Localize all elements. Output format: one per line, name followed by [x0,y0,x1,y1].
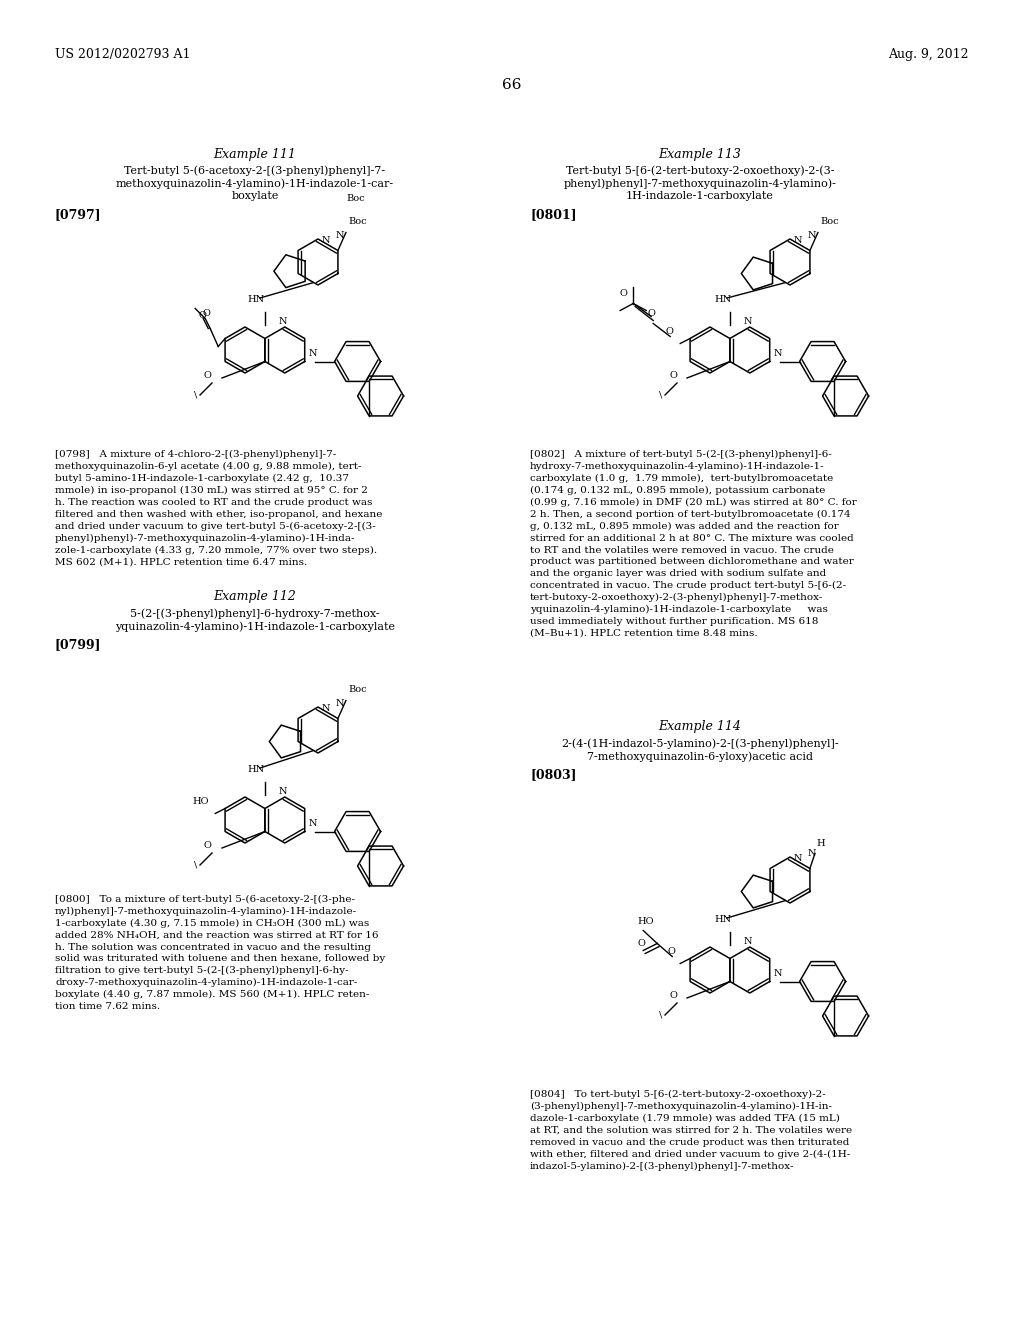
Text: Aug. 9, 2012: Aug. 9, 2012 [889,48,969,61]
Text: N: N [743,937,752,946]
Text: O: O [620,289,627,298]
Text: Tert-butyl 5-[6-(2-tert-butoxy-2-oxoethoxy)-2-(3-: Tert-butyl 5-[6-(2-tert-butoxy-2-oxoetho… [565,165,835,176]
Text: US 2012/0202793 A1: US 2012/0202793 A1 [55,48,190,61]
Text: N: N [773,969,782,978]
Text: O: O [204,841,212,850]
Text: N: N [808,231,816,240]
Text: Example 113: Example 113 [658,148,741,161]
Text: [0798]   A mixture of 4-chloro-2-[(3-phenyl)phenyl]-7-
methoxyquinazolin-6-yl ac: [0798] A mixture of 4-chloro-2-[(3-pheny… [55,450,382,566]
Text: O: O [202,309,210,318]
Text: N: N [794,854,802,863]
Text: HN: HN [247,294,264,304]
Text: N: N [794,236,802,246]
Text: N: N [308,818,316,828]
Text: 2-(4-(1H-indazol-5-ylamino)-2-[(3-phenyl)phenyl]-: 2-(4-(1H-indazol-5-ylamino)-2-[(3-phenyl… [561,738,839,748]
Text: \: \ [194,391,198,400]
Text: [0797]: [0797] [55,209,101,220]
Text: O: O [199,312,206,321]
Text: HO: HO [193,796,209,805]
Text: N: N [279,317,287,326]
Text: boxylate: boxylate [231,191,279,201]
Text: O: O [669,991,677,1001]
Text: N: N [322,704,331,713]
Text: Example 111: Example 111 [214,148,296,161]
Text: Tert-butyl 5-(6-acetoxy-2-[(3-phenyl)phenyl]-7-: Tert-butyl 5-(6-acetoxy-2-[(3-phenyl)phe… [125,165,386,176]
Text: Boc: Boc [820,218,839,227]
Text: [0800]   To a mixture of tert-butyl 5-(6-acetoxy-2-[(3-phe-
nyl)phenyl]-7-methox: [0800] To a mixture of tert-butyl 5-(6-a… [55,895,385,1011]
Text: [0803]: [0803] [530,768,577,781]
Text: O: O [669,371,677,380]
Text: phenyl)phenyl]-7-methoxyquinazolin-4-ylamino)-: phenyl)phenyl]-7-methoxyquinazolin-4-yla… [563,178,837,189]
Text: [0804]   To tert-butyl 5-[6-(2-tert-butoxy-2-oxoethoxy)-2-
(3-phenyl)phenyl]-7-m: [0804] To tert-butyl 5-[6-(2-tert-butoxy… [530,1090,852,1171]
Text: Example 112: Example 112 [214,590,296,603]
Text: HO: HO [637,916,653,925]
Text: Boc: Boc [346,194,365,203]
Text: N: N [743,317,752,326]
Text: [0799]: [0799] [55,638,101,651]
Text: O: O [204,371,212,380]
Text: yquinazolin-4-ylamino)-1H-indazole-1-carboxylate: yquinazolin-4-ylamino)-1H-indazole-1-car… [115,620,395,631]
Text: [0801]: [0801] [530,209,577,220]
Text: 1H-indazole-1-carboxylate: 1H-indazole-1-carboxylate [626,191,774,201]
Text: 66: 66 [502,78,522,92]
Text: HN: HN [247,766,264,774]
Text: \: \ [659,391,663,400]
Text: N: N [322,236,331,246]
Text: N: N [808,850,816,858]
Text: [0802]   A mixture of tert-butyl 5-(2-[(3-phenyl)phenyl]-6-
hydroxy-7-methoxyqui: [0802] A mixture of tert-butyl 5-(2-[(3-… [530,450,857,638]
Text: H: H [816,840,824,849]
Text: methoxyquinazolin-4-ylamino)-1H-indazole-1-car-: methoxyquinazolin-4-ylamino)-1H-indazole… [116,178,394,189]
Text: Example 114: Example 114 [658,719,741,733]
Text: O: O [647,309,655,318]
Text: 7-methoxyquinazolin-6-yloxy)acetic acid: 7-methoxyquinazolin-6-yloxy)acetic acid [587,751,813,762]
Text: Boc: Boc [348,218,367,227]
Text: O: O [637,940,645,949]
Text: N: N [308,348,316,358]
Text: N: N [336,231,344,240]
Text: \: \ [194,861,198,870]
Text: 5-(2-[(3-phenyl)phenyl]-6-hydroxy-7-methox-: 5-(2-[(3-phenyl)phenyl]-6-hydroxy-7-meth… [130,609,380,619]
Text: N: N [773,348,782,358]
Text: N: N [279,787,287,796]
Text: Boc: Boc [348,685,367,694]
Text: HN: HN [714,915,731,924]
Text: \: \ [659,1011,663,1020]
Text: HN: HN [714,294,731,304]
Text: O: O [668,946,675,956]
Text: N: N [336,700,344,709]
Text: O: O [666,326,673,335]
